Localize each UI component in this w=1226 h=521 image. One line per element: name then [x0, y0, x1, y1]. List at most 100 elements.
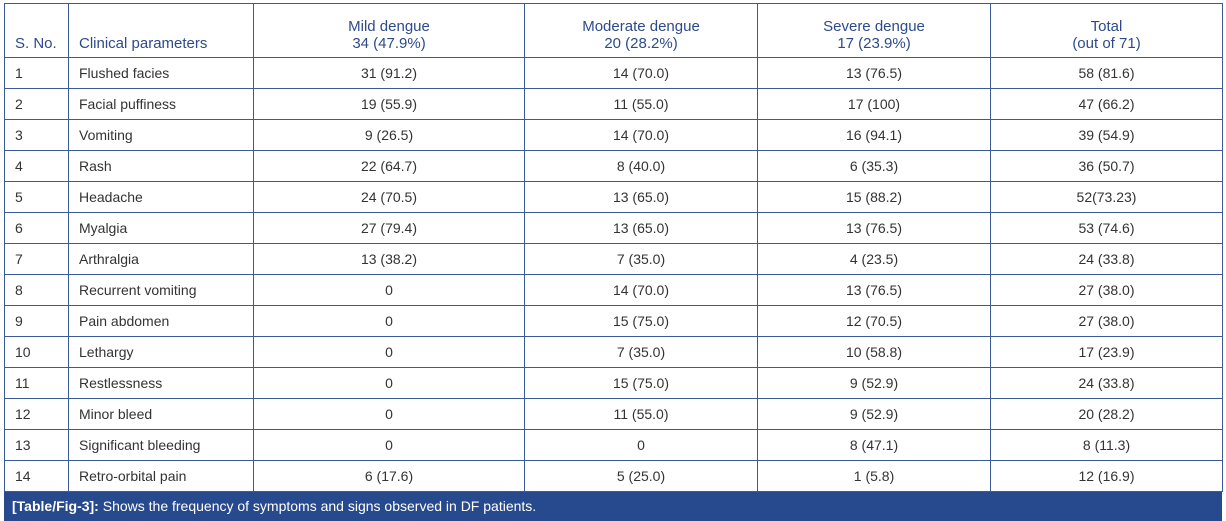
cell-severe: 6 (35.3): [757, 150, 991, 182]
cell-sno: 9: [4, 305, 69, 337]
cell-total: 52(73.23): [990, 181, 1223, 213]
symptoms-table: S. No. Clinical parameters Mild dengue 34 (…: [4, 3, 1223, 492]
table-row: 3 Vomiting 9 (26.5) 14 (70.0) 16 (94.1) 39 (5…: [4, 119, 1223, 151]
cell-severe: 13 (76.5): [757, 57, 991, 89]
cell-total: 20 (28.2): [990, 398, 1223, 430]
cell-sno: 13: [4, 429, 69, 461]
cell-total: 39 (54.9): [990, 119, 1223, 151]
cell-severe: 13 (76.5): [757, 212, 991, 244]
caption-label: [Table/Fig-3]:: [12, 498, 99, 514]
header-line1: S. No.: [15, 35, 57, 52]
header-line1: Clinical parameters: [79, 35, 208, 52]
cell-sno: 10: [4, 336, 69, 368]
cell-mild: 0: [253, 305, 525, 337]
cell-mild: 13 (38.2): [253, 243, 525, 275]
table-row: 6 Myalgia 27 (79.4) 13 (65.0) 13 (76.5) 53 (7…: [4, 212, 1223, 244]
table-container: S. No. Clinical parameters Mild dengue 34 (…: [4, 3, 1223, 521]
cell-moderate: 13 (65.0): [524, 181, 758, 213]
cell-moderate: 15 (75.0): [524, 305, 758, 337]
cell-sno: 4: [4, 150, 69, 182]
cell-total: 27 (38.0): [990, 274, 1223, 306]
table-row: 7 Arthralgia 13 (38.2) 7 (35.0) 4 (23.5) 24 (…: [4, 243, 1223, 275]
cell-total: 58 (81.6): [990, 57, 1223, 89]
cell-parameter: Rash: [68, 150, 254, 182]
cell-total: 24 (33.8): [990, 243, 1223, 275]
header-sno: S. No.: [4, 3, 69, 58]
cell-sno: 7: [4, 243, 69, 275]
cell-mild: 0: [253, 274, 525, 306]
header-line1: Mild dengue: [348, 18, 430, 35]
cell-moderate: 13 (65.0): [524, 212, 758, 244]
header-moderate: Moderate dengue 20 (28.2%): [524, 3, 758, 58]
cell-parameter: Vomiting: [68, 119, 254, 151]
cell-severe: 10 (58.8): [757, 336, 991, 368]
cell-parameter: Headache: [68, 181, 254, 213]
header-line1: Severe dengue: [823, 18, 925, 35]
cell-severe: 8 (47.1): [757, 429, 991, 461]
cell-total: 8 (11.3): [990, 429, 1223, 461]
table-row: 1 Flushed facies 31 (91.2) 14 (70.0) 13 (76.…: [4, 57, 1223, 89]
header-line2: 34 (47.9%): [352, 35, 426, 52]
cell-total: 12 (16.9): [990, 460, 1223, 492]
cell-moderate: 5 (25.0): [524, 460, 758, 492]
cell-parameter: Minor bleed: [68, 398, 254, 430]
cell-parameter: Recurrent vomiting: [68, 274, 254, 306]
header-total: Total (out of 71): [990, 3, 1223, 58]
cell-sno: 2: [4, 88, 69, 120]
cell-severe: 16 (94.1): [757, 119, 991, 151]
cell-moderate: 8 (40.0): [524, 150, 758, 182]
table-row: 11 Restlessness 0 15 (75.0) 9 (52.9) 24 (33.8…: [4, 367, 1223, 399]
table-row: 13 Significant bleeding 0 0 8 (47.1) 8 (11.3): [4, 429, 1223, 461]
cell-parameter: Retro-orbital pain: [68, 460, 254, 492]
cell-mild: 0: [253, 336, 525, 368]
cell-mild: 24 (70.5): [253, 181, 525, 213]
table-row: 12 Minor bleed 0 11 (55.0) 9 (52.9) 20 (28.2): [4, 398, 1223, 430]
cell-mild: 9 (26.5): [253, 119, 525, 151]
cell-sno: 11: [4, 367, 69, 399]
header-line1: Moderate dengue: [582, 18, 700, 35]
table-row: 5 Headache 24 (70.5) 13 (65.0) 15 (88.2) 52(7…: [4, 181, 1223, 213]
cell-moderate: 0: [524, 429, 758, 461]
cell-severe: 4 (23.5): [757, 243, 991, 275]
header-mild: Mild dengue 34 (47.9%): [253, 3, 525, 58]
cell-parameter: Restlessness: [68, 367, 254, 399]
cell-mild: 0: [253, 429, 525, 461]
cell-severe: 9 (52.9): [757, 398, 991, 430]
header-parameter: Clinical parameters: [68, 3, 254, 58]
header-line2: 17 (23.9%): [837, 35, 911, 52]
header-line2: (out of 71): [1072, 35, 1141, 52]
cell-sno: 5: [4, 181, 69, 213]
cell-moderate: 7 (35.0): [524, 336, 758, 368]
cell-total: 36 (50.7): [990, 150, 1223, 182]
table-caption: [Table/Fig-3]: Shows the frequency of sy…: [4, 492, 1222, 521]
cell-severe: 9 (52.9): [757, 367, 991, 399]
cell-sno: 12: [4, 398, 69, 430]
table-row: 2 Facial puffiness 19 (55.9) 11 (55.0) 17 (1…: [4, 88, 1223, 120]
cell-mild: 27 (79.4): [253, 212, 525, 244]
cell-moderate: 14 (70.0): [524, 119, 758, 151]
header-row: S. No. Clinical parameters Mild dengue 34 (…: [4, 3, 1223, 58]
cell-moderate: 14 (70.0): [524, 274, 758, 306]
table-row: 8 Recurrent vomiting 0 14 (70.0) 13 (76.5) 27…: [4, 274, 1223, 306]
cell-sno: 6: [4, 212, 69, 244]
cell-sno: 8: [4, 274, 69, 306]
cell-sno: 1: [4, 57, 69, 89]
cell-mild: 6 (17.6): [253, 460, 525, 492]
table-row: 4 Rash 22 (64.7) 8 (40.0) 6 (35.3) 36 (50.7): [4, 150, 1223, 182]
cell-moderate: 11 (55.0): [524, 88, 758, 120]
cell-mild: 22 (64.7): [253, 150, 525, 182]
cell-total: 27 (38.0): [990, 305, 1223, 337]
cell-mild: 19 (55.9): [253, 88, 525, 120]
cell-parameter: Lethargy: [68, 336, 254, 368]
table-row: 10 Lethargy 0 7 (35.0) 10 (58.8) 17 (23.9): [4, 336, 1223, 368]
cell-parameter: Arthralgia: [68, 243, 254, 275]
caption-text: Shows the frequency of symptoms and sign…: [98, 498, 537, 514]
cell-moderate: 14 (70.0): [524, 57, 758, 89]
cell-severe: 12 (70.5): [757, 305, 991, 337]
cell-moderate: 11 (55.0): [524, 398, 758, 430]
table-row: 14 Retro-orbital pain 6 (17.6) 5 (25.0) 1 (5…: [4, 460, 1223, 492]
header-severe: Severe dengue 17 (23.9%): [757, 3, 991, 58]
cell-moderate: 7 (35.0): [524, 243, 758, 275]
cell-parameter: Flushed facies: [68, 57, 254, 89]
cell-moderate: 15 (75.0): [524, 367, 758, 399]
